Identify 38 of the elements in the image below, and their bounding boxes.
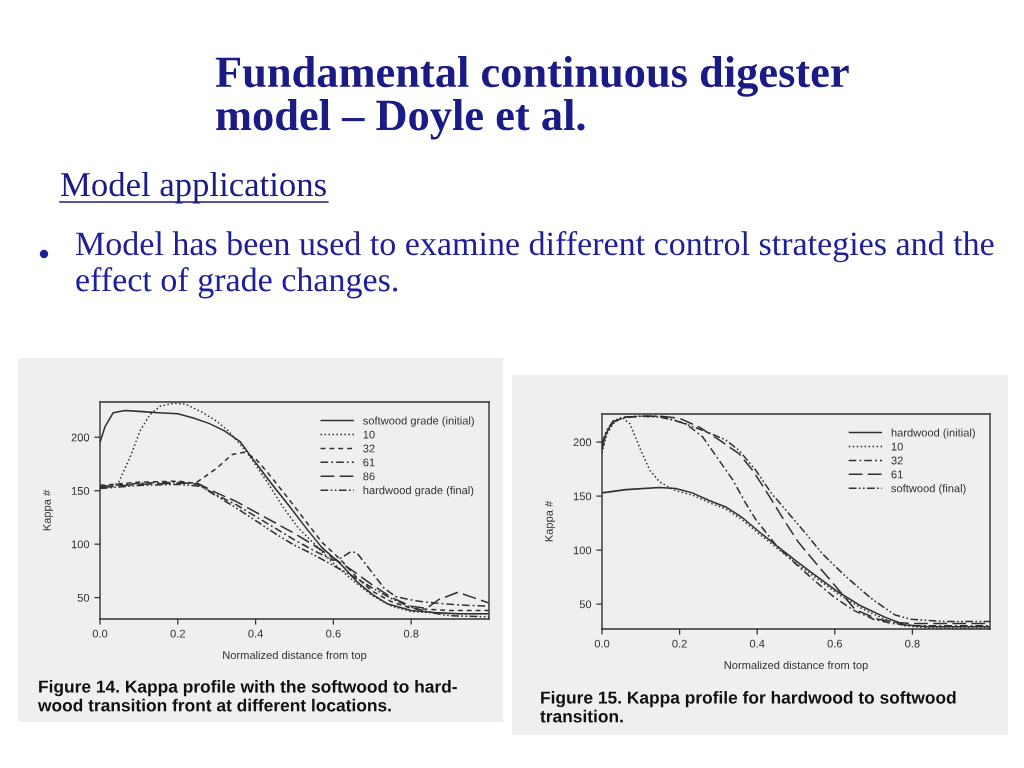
legend-label: softwood (final) [891, 484, 966, 495]
legend-label: 61 [891, 470, 903, 479]
y-tick-label: 150 [573, 492, 592, 501]
y-tick-label: 50 [77, 593, 90, 602]
x-tick-label: 0.2 [672, 639, 687, 648]
text: Model applications [61, 171, 326, 204]
x-tick-label: 0.8 [905, 639, 920, 648]
x-tick-label: 0.6 [827, 639, 843, 648]
y-axis-title: Kappa # [545, 500, 555, 542]
x-tick-label: 0.0 [92, 629, 108, 638]
legend-label: 86 [363, 472, 375, 481]
legend-label: 61 [363, 458, 375, 467]
y-tick-label: 50 [579, 600, 592, 609]
x-tick-label: 0.4 [749, 639, 765, 648]
text: Fundamental continuous digester model – Doyle et al. [215, 56, 849, 140]
x-axis-title: Normalized distance from top [724, 660, 868, 672]
x-tick-label: 0.0 [594, 639, 610, 648]
y-tick-label: 100 [573, 546, 592, 555]
y-tick-label: 100 [71, 540, 90, 549]
legend-label: 32 [363, 444, 375, 453]
x-tick-label: 0.2 [170, 629, 185, 638]
y-tick-label: 200 [71, 433, 90, 442]
text: Model has been used to examine different control strategies and the effect of grade changes. [75, 231, 994, 299]
legend-label: hardwood (initial) [891, 428, 975, 439]
y-tick-label: 150 [71, 486, 90, 495]
y-axis-title: Kappa # [43, 489, 53, 531]
legend-label: softwood grade (initial) [363, 416, 474, 427]
legend-label: hardwood grade (final) [363, 486, 474, 497]
caption: Figure 14. Kappa profile with the softwood to hard- wood transition front at different locations. [37, 680, 457, 712]
x-axis-title: Normalized distance from top [223, 650, 367, 662]
legend-label: 32 [891, 456, 903, 465]
x-tick-label: 0.8 [403, 629, 419, 638]
legend-label: 10 [891, 442, 903, 451]
legend-label: 10 [363, 430, 375, 439]
x-tick-label: 0.6 [326, 629, 341, 638]
caption: Figure 15. Kappa profile for hardwood to softwood transition. [540, 691, 956, 723]
x-tick-label: 0.4 [248, 629, 263, 638]
y-tick-label: 200 [573, 438, 592, 447]
